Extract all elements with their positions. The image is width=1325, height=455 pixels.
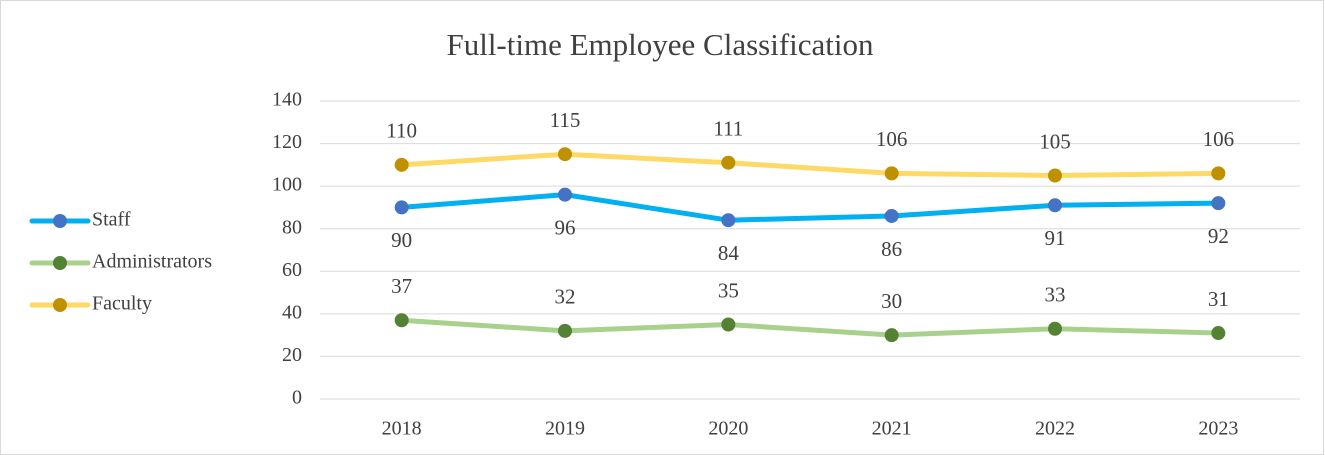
legend-marker — [53, 256, 67, 270]
series-line — [399, 192, 1221, 223]
legend-label: Staff — [92, 209, 131, 231]
data-label: 86 — [881, 237, 902, 261]
data-label: 84 — [718, 241, 740, 265]
data-point — [394, 313, 409, 328]
data-label: 96 — [555, 215, 576, 239]
data-label: 115 — [550, 108, 581, 132]
y-tick-label: 120 — [272, 131, 302, 153]
y-tick-label: 140 — [272, 89, 302, 111]
x-tick-label: 2023 — [1198, 418, 1238, 440]
series-line — [399, 151, 1221, 178]
x-tick-label: 2018 — [382, 418, 422, 440]
x-tick-label: 2020 — [708, 418, 748, 440]
data-point — [394, 200, 409, 215]
data-label: 106 — [1203, 127, 1235, 151]
data-point — [884, 328, 899, 343]
y-tick-label: 40 — [282, 301, 302, 323]
x-tick-label: 2021 — [872, 418, 912, 440]
data-label: 111 — [713, 117, 743, 141]
data-label: 33 — [1045, 283, 1066, 307]
legend-label: Administrators — [92, 251, 212, 273]
y-tick-label: 60 — [282, 259, 302, 281]
series-line — [399, 317, 1221, 338]
data-label: 91 — [1045, 226, 1066, 250]
data-point — [721, 317, 736, 332]
chart-title: Full-time Employee Classification — [446, 27, 874, 62]
legend-marker — [53, 298, 67, 312]
x-tick-label: 2022 — [1035, 418, 1075, 440]
x-tick-label: 2019 — [545, 418, 585, 440]
y-tick-label: 0 — [292, 387, 302, 409]
data-label: 105 — [1039, 129, 1071, 153]
data-point — [1211, 166, 1226, 181]
data-point — [1211, 326, 1226, 341]
data-point — [394, 157, 409, 172]
data-label: 110 — [386, 119, 417, 143]
data-label: 31 — [1208, 287, 1229, 311]
data-label: 106 — [876, 127, 908, 151]
data-point — [884, 208, 899, 223]
data-label: 30 — [881, 289, 902, 313]
y-tick-label: 80 — [282, 216, 302, 238]
legend-label: Faculty — [92, 293, 152, 315]
data-point — [721, 213, 736, 228]
data-point — [1048, 198, 1062, 213]
data-point — [558, 323, 572, 338]
data-label: 90 — [391, 228, 412, 252]
data-label: 37 — [391, 274, 412, 298]
data-point — [558, 147, 572, 162]
y-tick-label: 20 — [282, 344, 302, 366]
data-label: 35 — [718, 278, 739, 302]
data-point — [884, 166, 899, 181]
data-point — [558, 187, 572, 202]
data-point — [1211, 196, 1226, 211]
data-label: 32 — [555, 285, 576, 309]
y-tick-label: 100 — [272, 174, 302, 196]
data-point — [721, 155, 736, 170]
legend-marker — [53, 214, 67, 228]
data-point — [1048, 168, 1062, 183]
data-label: 92 — [1208, 224, 1229, 248]
data-point — [1048, 321, 1062, 336]
